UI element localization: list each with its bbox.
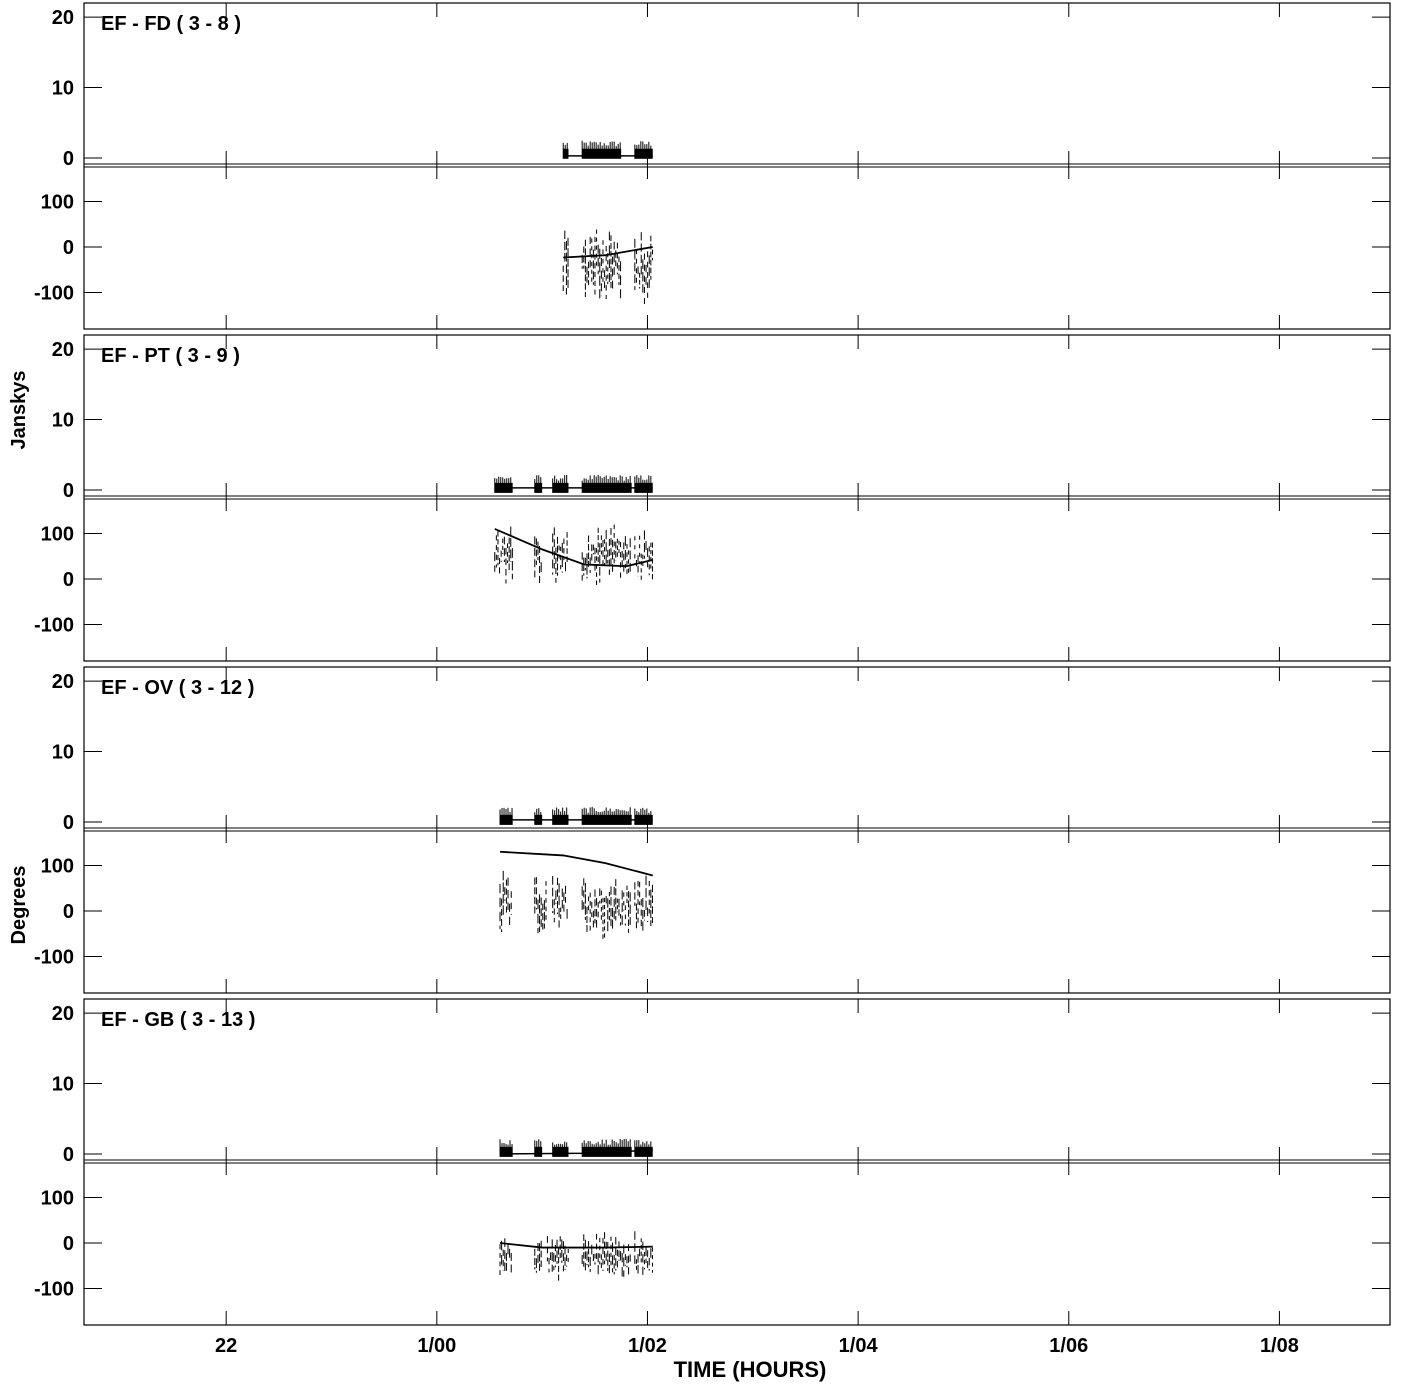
phase-tick-label: 100: [41, 1187, 74, 1209]
panel-frames: [83, 2, 1391, 1326]
y-axis-label-degrees: Degrees: [8, 866, 30, 945]
amp-tick-label: 0: [63, 148, 74, 170]
amp-tick-label: 10: [52, 1074, 74, 1096]
phase-tick-label: -100: [34, 1279, 74, 1301]
model-phase-line: [499, 850, 653, 877]
amp-tick-label: 10: [52, 742, 74, 764]
phase-tick-label: 0: [63, 237, 74, 259]
amp-tick-label: 20: [52, 671, 74, 693]
model-amplitude-line: [500, 1148, 653, 1155]
amplitude-data-block: [634, 148, 653, 159]
amp-tick-label: 0: [63, 480, 74, 502]
phase-tick-label: -100: [34, 947, 74, 969]
amp-tick-label: 20: [52, 339, 74, 361]
panel-frame: [83, 666, 1391, 994]
model-phase-line: [563, 246, 653, 259]
x-axis-label: TIME (HOURS): [674, 1357, 827, 1382]
x-tick-label: 1/08: [1260, 1335, 1299, 1357]
phase-tick-label: 0: [63, 569, 74, 591]
baseline-label: EF - OV ( 3 - 12 ): [101, 677, 254, 699]
amp-tick-label: 10: [52, 78, 74, 100]
amp-tick-label: 20: [52, 1003, 74, 1025]
baseline-label: EF - PT ( 3 - 9 ): [101, 345, 240, 367]
amp-tick-label: 0: [63, 1144, 74, 1166]
model-phase-line: [494, 528, 653, 568]
x-tick-label: 1/06: [1049, 1335, 1088, 1357]
phase-tick-label: -100: [34, 283, 74, 305]
phase-tick-label: 0: [63, 901, 74, 923]
phase-tick-label: 100: [41, 523, 74, 545]
model-phase-line: [499, 1242, 653, 1249]
panel-frame: [83, 334, 1391, 662]
amplitude-data-block: [582, 148, 622, 159]
amp-tick-label: 10: [52, 410, 74, 432]
x-tick-label: 1/00: [417, 1335, 456, 1357]
x-tick-label: 1/02: [628, 1335, 667, 1357]
amplitude-data-block: [634, 1146, 653, 1157]
panel-frame: [83, 998, 1391, 1326]
data-marks: [494, 140, 653, 1282]
x-tick-label: 22: [215, 1335, 237, 1357]
amp-tick-label: 20: [52, 7, 74, 29]
phase-tick-label: -100: [34, 615, 74, 637]
phase-tick-label: 0: [63, 1233, 74, 1255]
x-tick-label: 1/04: [839, 1335, 879, 1357]
baseline-label: EF - FD ( 3 - 8 ): [101, 13, 241, 35]
amplitude-data-block: [563, 148, 569, 159]
y-axis-label-janskys: Janskys: [8, 371, 30, 450]
panel-frame: [83, 2, 1391, 330]
baseline-label: EF - GB ( 3 - 13 ): [101, 1009, 255, 1031]
amp-tick-label: 0: [63, 812, 74, 834]
phase-tick-label: 100: [41, 191, 74, 213]
phase-tick-label: 100: [41, 855, 74, 877]
